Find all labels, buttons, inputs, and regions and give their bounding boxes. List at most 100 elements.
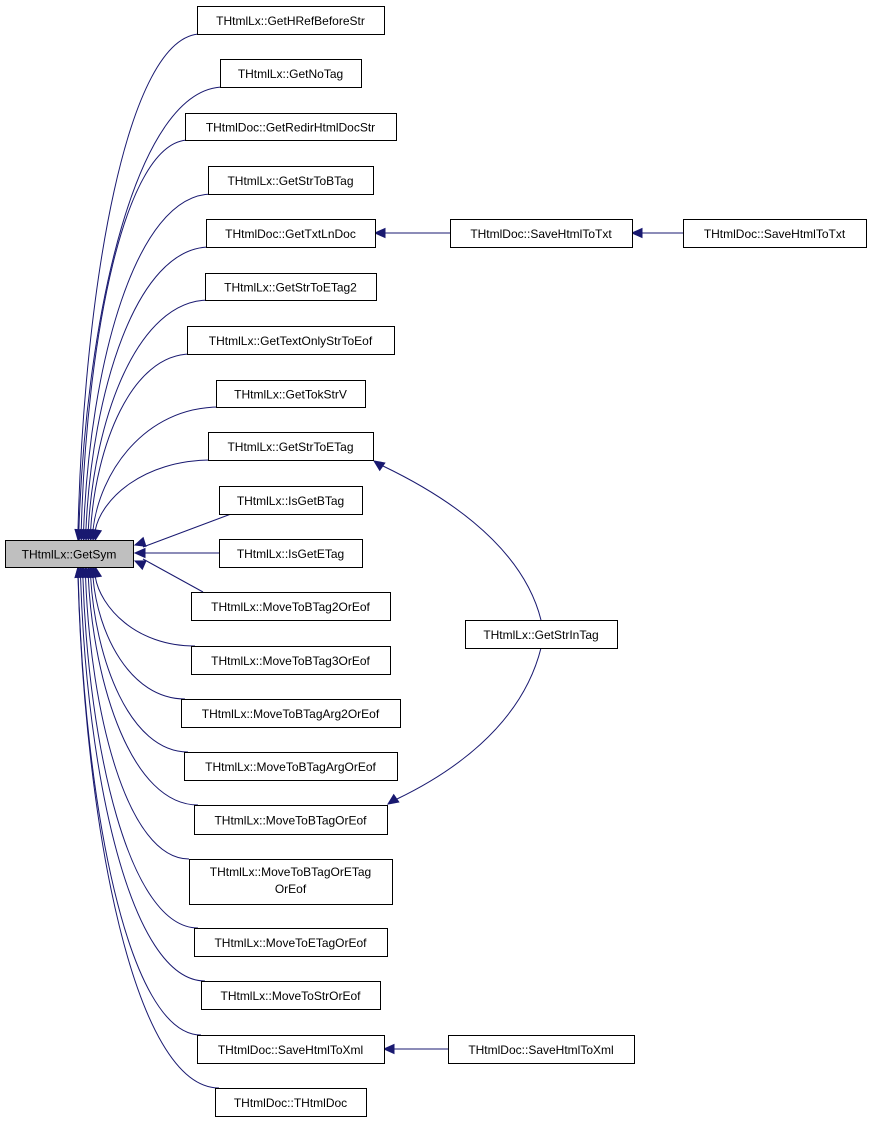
node-box[interactable] [197, 6, 385, 35]
edge-n19-to-getsym [80, 576, 206, 982]
node-label: THtmlLx::MoveToBTagArgOrEof [205, 760, 376, 774]
node-label: THtmlLx::IsGetBTag [237, 494, 344, 508]
arrow-head-icon [373, 227, 386, 239]
node-n13[interactable]: THtmlLx::MoveToBTag3OrEof [191, 646, 391, 675]
edge-s3-to-n16 [396, 647, 542, 800]
node-box[interactable] [215, 1088, 367, 1117]
node-label-line2: OrEof [275, 882, 307, 896]
node-n18[interactable]: THtmlLx::MoveToETagOrEof [194, 928, 388, 957]
node-box[interactable] [201, 981, 381, 1010]
node-label: THtmlLx::GetStrToETag [227, 440, 353, 454]
node-n10[interactable]: THtmlLx::IsGetBTag [219, 486, 363, 515]
node-n5[interactable]: THtmlDoc::GetTxtLnDoc [206, 219, 376, 248]
node-label: THtmlLx::MoveToBTag3OrEof [211, 654, 370, 668]
node-label: THtmlLx::MoveToStrOrEof [220, 989, 361, 1003]
node-n15[interactable]: THtmlLx::MoveToBTagArgOrEof [184, 752, 398, 781]
edge-n21-to-getsym [77, 576, 220, 1089]
node-s3[interactable]: THtmlLx::GetStrInTag [465, 620, 618, 649]
arrow-head-icon [382, 1043, 395, 1055]
node-label: THtmlDoc::GetTxtLnDoc [225, 227, 356, 241]
node-n12[interactable]: THtmlLx::MoveToBTag2OrEof [191, 592, 391, 621]
edge-n13-to-getsym [94, 576, 196, 647]
node-box[interactable] [219, 539, 363, 568]
node-n2[interactable]: THtmlLx::GetNoTag [220, 59, 362, 88]
node-box[interactable] [216, 380, 366, 408]
node-box[interactable] [185, 113, 397, 141]
node-n20[interactable]: THtmlDoc::SaveHtmlToXml [197, 1035, 385, 1064]
node-label: THtmlLx::GetSym [22, 548, 117, 562]
node-box[interactable] [208, 166, 374, 195]
edge-n9-to-getsym [94, 459, 213, 531]
edge-n5-to-getsym [85, 246, 211, 531]
node-box[interactable] [206, 219, 376, 248]
edge-n14-to-getsym [92, 576, 186, 700]
edge-n10-to-getsym [142, 513, 232, 548]
node-box[interactable] [219, 486, 363, 515]
arrow-head-icon [386, 793, 400, 805]
node-s2[interactable]: THtmlDoc::SaveHtmlToTxt [683, 219, 867, 248]
edge-n17-to-getsym [85, 576, 190, 860]
node-label: THtmlDoc::SaveHtmlToTxt [470, 227, 612, 241]
node-box[interactable] [191, 592, 391, 621]
node-label: THtmlLx::GetStrInTag [483, 628, 598, 642]
node-label: THtmlLx::GetTextOnlyStrToEof [209, 334, 373, 348]
node-box[interactable] [197, 1035, 385, 1064]
node-box[interactable] [448, 1035, 635, 1064]
node-n1[interactable]: THtmlLx::GetHRefBeforeStr [197, 6, 385, 35]
node-n14[interactable]: THtmlLx::MoveToBTagArg2OrEof [181, 699, 401, 728]
node-label: THtmlLx::MoveToBTag2OrEof [211, 600, 370, 614]
node-box[interactable] [450, 219, 633, 248]
node-label: THtmlLx::GetHRefBeforeStr [216, 14, 365, 28]
arrow-head-icon [133, 547, 146, 559]
edges [77, 33, 683, 1089]
node-box[interactable] [205, 273, 377, 301]
edge-n12-to-getsym [142, 558, 204, 593]
node-box[interactable] [208, 432, 374, 461]
arrow-head-icon [133, 536, 147, 547]
node-n3[interactable]: THtmlDoc::GetRedirHtmlDocStr [185, 113, 397, 141]
node-label: THtmlLx::MoveToBTagOrEof [214, 814, 367, 828]
node-label: THtmlLx::GetTokStrV [234, 388, 347, 402]
node-box[interactable] [194, 928, 388, 957]
node-n4[interactable]: THtmlLx::GetStrToBTag [208, 166, 374, 195]
node-box[interactable] [194, 805, 388, 835]
edge-n7-to-getsym [90, 353, 192, 531]
edge-n15-to-getsym [90, 576, 189, 753]
node-box[interactable] [184, 752, 398, 781]
node-box[interactable] [187, 326, 395, 355]
arrow-head-icon [91, 528, 103, 542]
node-box[interactable] [181, 699, 401, 728]
node-label: THtmlDoc::THtmlDoc [234, 1096, 347, 1110]
node-n9[interactable]: THtmlLx::GetStrToETag [208, 432, 374, 461]
node-n21[interactable]: THtmlDoc::THtmlDoc [215, 1088, 367, 1117]
node-s4[interactable]: THtmlDoc::SaveHtmlToXml [448, 1035, 635, 1064]
node-label: THtmlLx::GetStrToBTag [227, 174, 353, 188]
node-box[interactable] [683, 219, 867, 248]
node-label: THtmlLx::MoveToBTagArg2OrEof [202, 707, 380, 721]
node-n8[interactable]: THtmlLx::GetTokStrV [216, 380, 366, 408]
node-s1[interactable]: THtmlDoc::SaveHtmlToTxt [450, 219, 633, 248]
edge-n2-to-getsym [78, 86, 225, 531]
arrow-head-icon [133, 560, 147, 571]
node-label: THtmlLx::GetNoTag [238, 67, 343, 81]
edge-n1-to-getsym [77, 33, 202, 531]
node-focus-getsym[interactable]: THtmlLx::GetSym [5, 540, 134, 568]
arrow-head-icon [74, 565, 85, 579]
node-n7[interactable]: THtmlLx::GetTextOnlyStrToEof [187, 326, 395, 355]
node-n16[interactable]: THtmlLx::MoveToBTagOrEof [194, 805, 388, 835]
node-box[interactable] [5, 540, 134, 568]
node-label: THtmlDoc::SaveHtmlToXml [468, 1043, 613, 1057]
node-n11[interactable]: THtmlLx::IsGetETag [219, 539, 363, 568]
edge-n4-to-getsym [83, 193, 213, 531]
node-label: THtmlLx::MoveToETagOrEof [214, 936, 367, 950]
node-label: THtmlLx::MoveToBTagOrETag [210, 865, 371, 879]
node-box[interactable] [191, 646, 391, 675]
node-box[interactable] [220, 59, 362, 88]
node-box[interactable] [189, 859, 393, 905]
arrow-head-icon [372, 460, 386, 472]
node-n19[interactable]: THtmlLx::MoveToStrOrEof [201, 981, 381, 1010]
node-n6[interactable]: THtmlLx::GetStrToETag2 [205, 273, 377, 301]
node-box[interactable] [465, 620, 618, 649]
